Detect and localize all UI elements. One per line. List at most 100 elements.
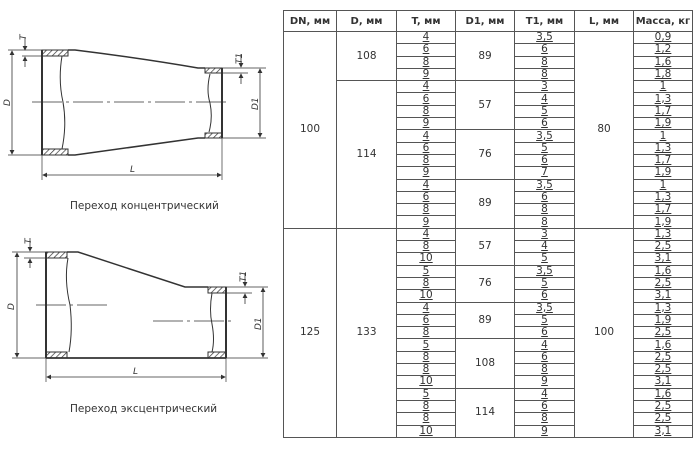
mass-cell: 2,5 — [633, 326, 693, 340]
t1-cell: 4 — [514, 387, 575, 401]
header-d1: D1, мм — [455, 10, 515, 32]
t1-cell: 3 — [514, 227, 575, 242]
eccentric-reducer-drawing — [12, 238, 268, 382]
table-row: 4 76 3,5 1 — [284, 129, 693, 180]
mass-cell: 1,3 — [633, 141, 693, 155]
t-cell: 4 — [396, 178, 456, 192]
dimension-label-t: T — [19, 33, 29, 40]
t-cell: 5 — [396, 264, 456, 278]
t-cell: 5 — [396, 387, 456, 401]
table-row: 8 4 2,5 — [284, 240, 693, 254]
t-cell: 6 — [396, 92, 456, 106]
table-row: 8 8 1,6 — [284, 55, 693, 69]
mass-cell: 1 — [633, 178, 693, 192]
concentric-caption: Переход концентрический — [70, 200, 219, 212]
header-t: T, мм — [396, 10, 456, 32]
l-cell: 80 — [574, 31, 634, 229]
t-cell: 8 — [396, 104, 456, 119]
t1-cell: 8 — [514, 55, 575, 69]
mass-cell: 1,2 — [633, 43, 693, 57]
t-cell: 6 — [396, 313, 456, 328]
t-cell: 9 — [396, 215, 456, 229]
mass-cell: 1,7 — [633, 104, 693, 119]
t1-cell: 3,5 — [514, 178, 575, 192]
t-cell: 10 — [396, 252, 456, 266]
t1-cell: 5 — [514, 104, 575, 119]
mass-cell: 1 — [633, 129, 693, 143]
mass-cell: 1,3 — [633, 301, 693, 315]
header-t1: T1, мм — [514, 10, 575, 32]
mass-cell: 2,5 — [633, 412, 693, 426]
reducer-drawings: T D T1 D1 L T D T1 D — [3, 33, 268, 382]
mass-cell: 1 — [633, 80, 693, 94]
t-cell: 8 — [396, 412, 456, 426]
t-cell: 8 — [396, 55, 456, 69]
table-row: 6 5 1,9 — [284, 313, 693, 328]
t1-cell: 4 — [514, 92, 575, 106]
mass-cell: 1,7 — [633, 153, 693, 168]
t-cell: 8 — [396, 203, 456, 217]
t-cell: 8 — [396, 399, 456, 414]
t-cell: 9 — [396, 67, 456, 82]
t-cell: 10 — [396, 424, 456, 438]
t1-cell: 8 — [514, 363, 575, 377]
table-row: 10 5 3,1 — [284, 252, 693, 266]
table-row: 6 4 1,3 — [284, 92, 693, 106]
table-row: 9 6 1,9 — [284, 117, 693, 131]
dimension-label-t1: T1 — [235, 53, 245, 64]
eccentric-caption: Переход эксцентрический — [70, 403, 218, 415]
table-row: 6 5 1,3 — [284, 141, 693, 155]
t-cell: 6 — [396, 43, 456, 57]
dimension-label-t: T — [24, 237, 34, 244]
t-cell: 9 — [396, 166, 456, 180]
table-row: 8 8 2,5 — [284, 412, 693, 426]
mass-cell: 2,5 — [633, 399, 693, 414]
mass-cell: 1,3 — [633, 190, 693, 205]
reducer-specs-table: DN, мм D, мм T, мм D1, мм T1, мм L, мм М… — [283, 10, 693, 438]
header-mass: Масса, кг — [633, 10, 693, 32]
t-cell: 4 — [396, 80, 456, 94]
mass-cell: 0,9 — [633, 30, 693, 45]
table-row: 8 6 2,5 — [284, 326, 693, 340]
t1-cell: 6 — [514, 117, 575, 131]
table-row: 4 89 3,5 1 — [284, 178, 693, 229]
dimension-label-t1: T1 — [239, 271, 249, 282]
t1-cell: 8 — [514, 67, 575, 82]
t1-cell: 5 — [514, 313, 575, 328]
d1-cell: 89 — [455, 178, 515, 229]
table-row: 8 5 1,7 — [284, 104, 693, 119]
mass-cell: 1,9 — [633, 313, 693, 328]
t-cell: 8 — [396, 326, 456, 340]
dimension-label-d: D — [7, 303, 17, 310]
mass-cell: 2,5 — [633, 363, 693, 377]
table-row: 8 6 2,5 — [284, 399, 693, 414]
t-cell: 4 — [396, 129, 456, 143]
table-header-row: DN, мм D, мм T, мм D1, мм T1, мм L, мм М… — [283, 10, 693, 32]
t1-cell: 7 — [514, 166, 575, 180]
mass-cell: 1,6 — [633, 387, 693, 401]
t-cell: 8 — [396, 363, 456, 377]
t1-cell: 3,5 — [514, 129, 575, 143]
mass-cell: 1,7 — [633, 203, 693, 217]
t-cell: 5 — [396, 338, 456, 352]
d1-cell: 76 — [455, 129, 515, 180]
t1-cell: 4 — [514, 240, 575, 254]
t-cell: 4 — [396, 30, 456, 45]
mass-cell: 2,5 — [633, 240, 693, 254]
t-cell: 9 — [396, 117, 456, 131]
t1-cell: 6 — [514, 153, 575, 168]
mass-cell: 3,1 — [633, 289, 693, 303]
t1-cell: 8 — [514, 412, 575, 426]
table-body: 100 108 4 89 3,5 80 0,9 6 6 1,2 8 8 1,6 9 8 1,8 114 4 57 3 1… — [283, 30, 693, 438]
dimension-label-d: D — [3, 99, 13, 106]
t-cell: 6 — [396, 141, 456, 155]
header-d: D, мм — [336, 10, 397, 32]
t1-cell: 3,5 — [514, 264, 575, 278]
t-cell: 8 — [396, 153, 456, 168]
t1-cell: 4 — [514, 338, 575, 352]
t1-cell: 5 — [514, 276, 575, 291]
t-cell: 8 — [396, 240, 456, 254]
mass-cell: 3,1 — [633, 375, 693, 389]
table-row: 125 133 4 57 3 100 1,3 — [283, 227, 693, 438]
dimension-label-d1: D1 — [251, 97, 261, 110]
